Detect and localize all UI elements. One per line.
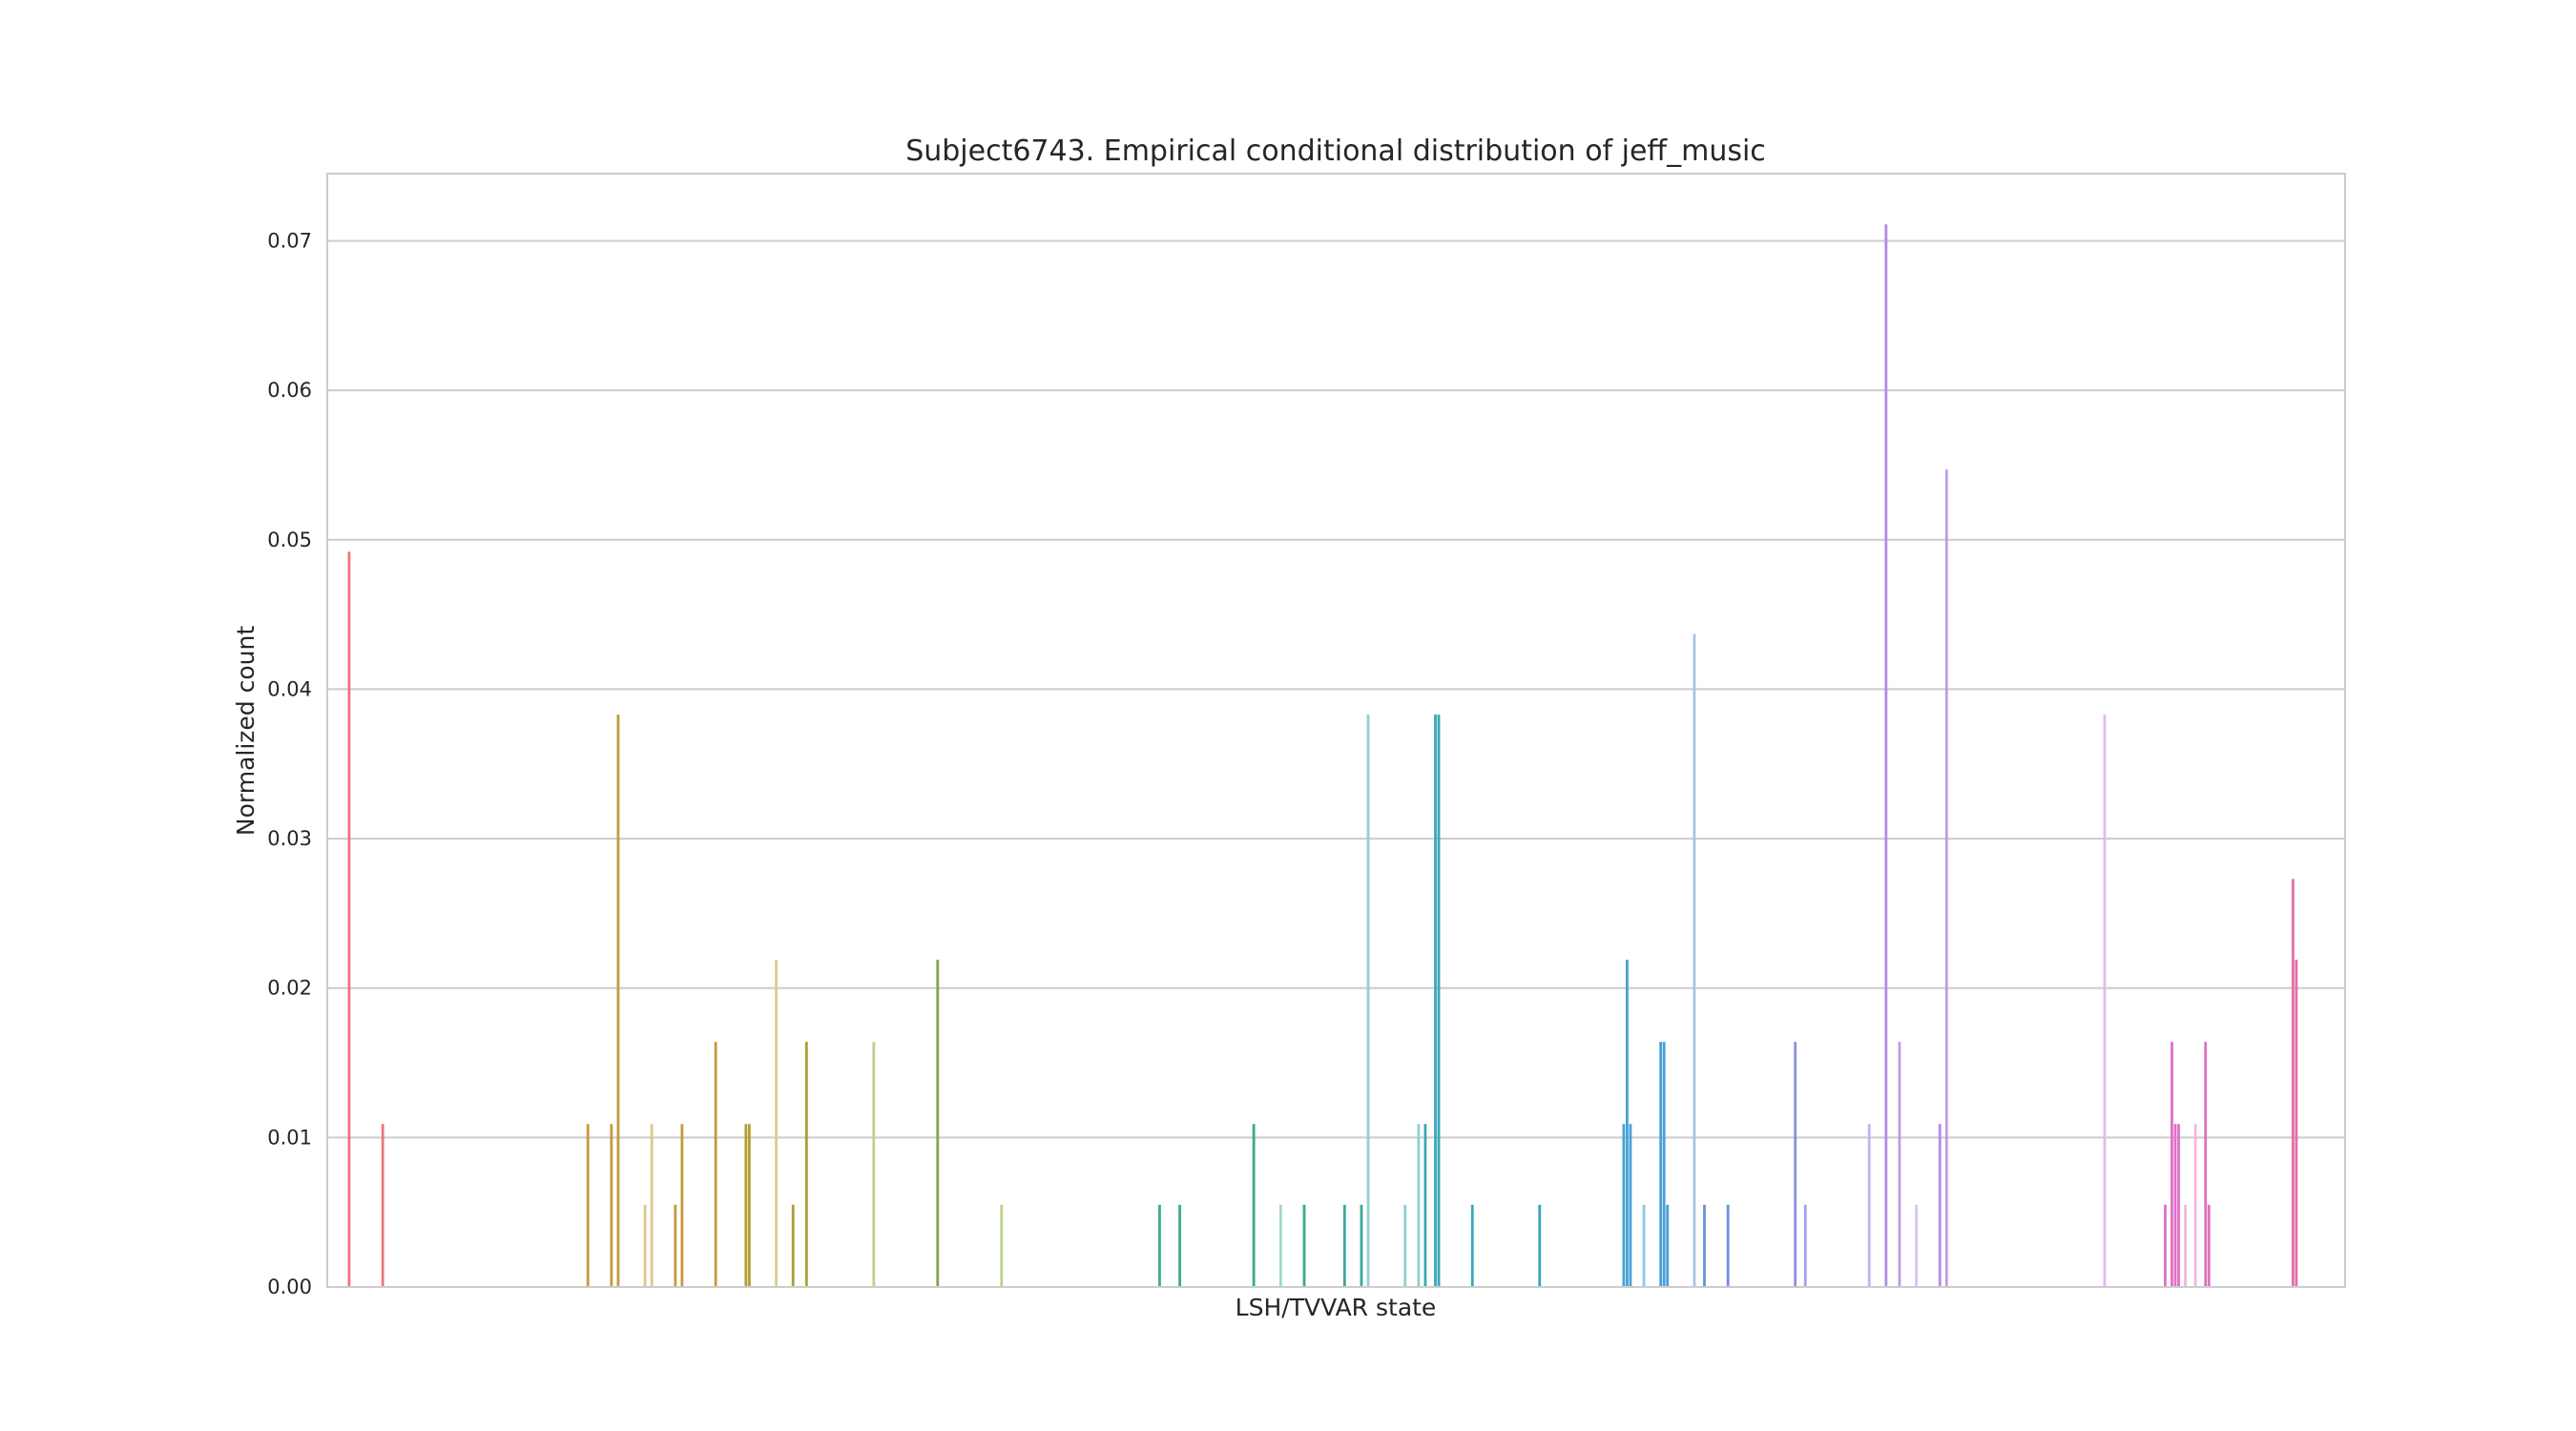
- bar: [775, 959, 778, 1287]
- bar: [2171, 1042, 2173, 1287]
- y-tick-labels: 0.00 0.01 0.02 0.03 0.04 0.05 0.06 0.07: [267, 229, 312, 1298]
- bar: [1642, 1204, 1646, 1287]
- bar: [2103, 715, 2107, 1287]
- bar: [1417, 1124, 1421, 1287]
- y-tick-label: 0.07: [267, 229, 312, 252]
- bar: [381, 1124, 384, 1287]
- bar: [1360, 1204, 1363, 1287]
- bar: [1000, 1204, 1004, 1287]
- bar: [714, 1042, 717, 1287]
- bar: [1726, 1204, 1730, 1287]
- bar: [1538, 1204, 1542, 1287]
- bar: [650, 1124, 654, 1287]
- bar: [2204, 1042, 2208, 1287]
- bar: [2164, 1204, 2167, 1287]
- bars: [347, 224, 2298, 1288]
- bar: [1437, 715, 1441, 1287]
- bar: [1629, 1124, 1632, 1287]
- gridlines: [327, 239, 2345, 1288]
- bar: [1662, 1042, 1666, 1287]
- bar: [1158, 1204, 1161, 1287]
- x-axis-label: LSH/TVVAR state: [1236, 1294, 1437, 1321]
- bar: [674, 1204, 677, 1287]
- y-tick-label: 0.00: [267, 1275, 312, 1298]
- bar: [1884, 224, 1888, 1288]
- bar: [1703, 1204, 1706, 1287]
- plot-frame: [326, 173, 2346, 1288]
- bar: [1666, 1204, 1670, 1287]
- bar: [680, 1124, 684, 1287]
- bar: [1944, 469, 1948, 1287]
- bar: [1659, 1042, 1663, 1287]
- y-axis-label: Normalized count: [232, 626, 260, 836]
- chart-title: Subject6743. Empirical conditional distr…: [905, 135, 1766, 168]
- bar: [1938, 1124, 1942, 1287]
- bar: [610, 1124, 613, 1287]
- y-tick-label: 0.04: [267, 677, 312, 700]
- bar: [2173, 1124, 2177, 1287]
- bar: [2295, 959, 2298, 1287]
- bar: [1423, 1124, 1427, 1287]
- bar: [1252, 1124, 1256, 1287]
- bar: [1915, 1204, 1918, 1287]
- bar: [2207, 1204, 2211, 1287]
- bar: [1803, 1204, 1807, 1287]
- bar: [643, 1204, 647, 1287]
- bar: [1403, 1204, 1407, 1287]
- y-tick-label: 0.03: [267, 827, 312, 850]
- bar: [1898, 1042, 1901, 1287]
- y-tick-label: 0.01: [267, 1126, 312, 1149]
- bar: [347, 551, 351, 1287]
- bar: [1626, 959, 1629, 1287]
- bar: [2184, 1204, 2187, 1287]
- bar: [804, 1042, 808, 1287]
- y-tick-label: 0.02: [267, 977, 312, 1000]
- bar: [1470, 1204, 1474, 1287]
- bar: [616, 715, 620, 1287]
- bar: [1178, 1204, 1181, 1287]
- bar: [744, 1124, 748, 1287]
- bar: [1302, 1204, 1306, 1287]
- bar: [872, 1042, 876, 1287]
- y-tick-label: 0.05: [267, 529, 312, 551]
- bar: [1278, 1204, 1282, 1287]
- bar: [2177, 1124, 2180, 1287]
- bar: [936, 959, 940, 1287]
- bar: [1867, 1124, 1871, 1287]
- y-tick-label: 0.06: [267, 379, 312, 402]
- bar: [2193, 1124, 2197, 1287]
- bar: [1622, 1124, 1626, 1287]
- bar: [1366, 715, 1370, 1287]
- bar: [2291, 879, 2295, 1287]
- bar: [1794, 1042, 1797, 1287]
- bar: [747, 1124, 751, 1287]
- bar: [1342, 1204, 1346, 1287]
- bar: [1434, 715, 1437, 1287]
- bar: [791, 1204, 795, 1287]
- bar: [586, 1124, 590, 1287]
- bar: [1693, 633, 1696, 1287]
